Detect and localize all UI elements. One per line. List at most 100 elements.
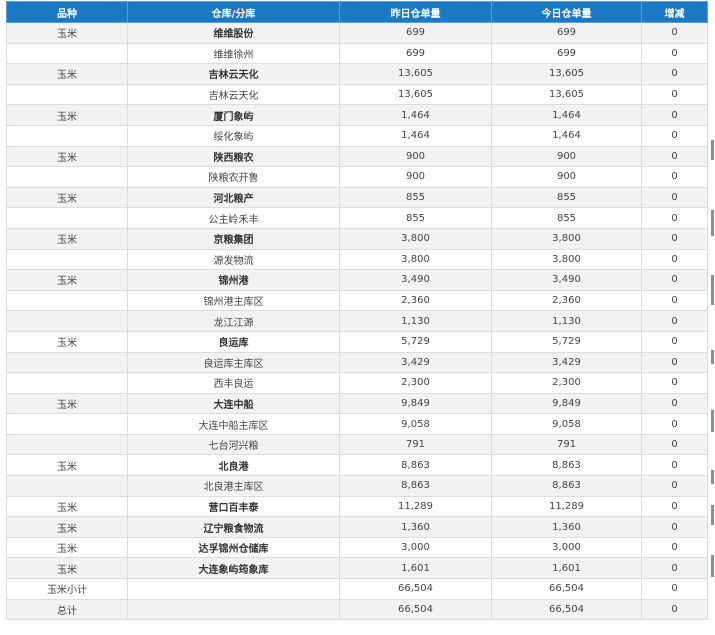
cell-today-receipts: 3,429	[492, 352, 642, 373]
cell-warehouse: 大连中船	[128, 393, 340, 414]
table-row: 龙江江源 1,130 1,130 0	[7, 311, 708, 332]
cell-change: 0	[642, 290, 708, 311]
table-row: 玉米 吉林云天化 13,605 13,605 0	[7, 64, 708, 85]
page-right-edge	[709, 0, 715, 635]
cell-change: 0	[642, 393, 708, 414]
cell-today-receipts: 13,605	[492, 84, 642, 105]
table-row: 陕粮农开鲁 900 900 0	[7, 167, 708, 188]
cell-yesterday-receipts: 900	[340, 146, 492, 167]
header-change: 增减	[642, 2, 708, 23]
cell-variety	[7, 414, 128, 435]
cell-change: 0	[642, 146, 708, 167]
cell-warehouse: 营口百丰泰	[128, 496, 340, 517]
cell-warehouse	[128, 599, 340, 620]
cell-today-receipts: 5,729	[492, 331, 642, 352]
cell-variety	[7, 290, 128, 311]
cell-today-receipts: 3,490	[492, 270, 642, 291]
cell-change: 0	[642, 105, 708, 126]
cell-change: 0	[642, 373, 708, 394]
cell-warehouse: 吉林云天化	[128, 64, 340, 85]
edge-marker	[711, 470, 714, 484]
cell-yesterday-receipts: 699	[340, 23, 492, 44]
cell-warehouse: 维维徐州	[128, 43, 340, 64]
table-row: 玉米小计 66,504 66,504 0	[7, 579, 708, 600]
cell-warehouse: 公主岭禾丰	[128, 208, 340, 229]
cell-today-receipts: 1,360	[492, 517, 642, 538]
table-row: 西丰良运 2,300 2,300 0	[7, 373, 708, 394]
cell-variety: 玉米	[7, 105, 128, 126]
cell-warehouse: 锦州港主库区	[128, 290, 340, 311]
cell-change: 0	[642, 64, 708, 85]
table-row: 玉米 维维股份 699 699 0	[7, 23, 708, 44]
cell-warehouse: 源发物流	[128, 249, 340, 270]
cell-change: 0	[642, 270, 708, 291]
cell-warehouse: 龙江江源	[128, 311, 340, 332]
cell-yesterday-receipts: 13,605	[340, 64, 492, 85]
cell-today-receipts: 11,289	[492, 496, 642, 517]
cell-warehouse: 西丰良运	[128, 373, 340, 394]
cell-yesterday-receipts: 900	[340, 167, 492, 188]
cell-variety: 玉米	[7, 455, 128, 476]
edge-marker	[711, 555, 714, 577]
cell-variety	[7, 167, 128, 188]
cell-today-receipts: 3,800	[492, 228, 642, 249]
cell-warehouse: 陕粮农开鲁	[128, 167, 340, 188]
cell-today-receipts: 8,863	[492, 455, 642, 476]
table-header-row: 品种 仓库/分库 昨日仓单量 今日仓单量 增减	[7, 2, 708, 23]
cell-today-receipts: 900	[492, 167, 642, 188]
cell-variety: 玉米	[7, 228, 128, 249]
cell-variety	[7, 373, 128, 394]
cell-yesterday-receipts: 66,504	[340, 599, 492, 620]
header-today-receipts: 今日仓单量	[492, 2, 642, 23]
table-row: 吉林云天化 13,605 13,605 0	[7, 84, 708, 105]
cell-warehouse	[128, 579, 340, 600]
cell-warehouse: 北良港	[128, 455, 340, 476]
cell-yesterday-receipts: 8,863	[340, 455, 492, 476]
cell-warehouse: 良运库	[128, 331, 340, 352]
cell-yesterday-receipts: 2,360	[340, 290, 492, 311]
cell-warehouse: 吉林云天化	[128, 84, 340, 105]
cell-today-receipts: 855	[492, 208, 642, 229]
cell-variety	[7, 311, 128, 332]
cell-variety: 玉米	[7, 393, 128, 414]
header-variety: 品种	[7, 2, 128, 23]
cell-today-receipts: 3,800	[492, 249, 642, 270]
cell-change: 0	[642, 558, 708, 579]
table-row: 玉米 陕西粮农 900 900 0	[7, 146, 708, 167]
cell-warehouse: 达孚锦州仓储库	[128, 537, 340, 558]
cell-yesterday-receipts: 3,429	[340, 352, 492, 373]
cell-warehouse: 七台河兴粮	[128, 434, 340, 455]
cell-variety	[7, 125, 128, 146]
cell-variety	[7, 84, 128, 105]
table-row: 玉米 厦门象屿 1,464 1,464 0	[7, 105, 708, 126]
cell-change: 0	[642, 208, 708, 229]
cell-yesterday-receipts: 1,464	[340, 125, 492, 146]
cell-variety: 玉米	[7, 331, 128, 352]
cell-warehouse: 维维股份	[128, 23, 340, 44]
table-row: 玉米 达孚锦州仓储库 3,000 3,000 0	[7, 537, 708, 558]
cell-change: 0	[642, 579, 708, 600]
cell-yesterday-receipts: 1,360	[340, 517, 492, 538]
table-row: 玉米 大连象屿筠象库 1,601 1,601 0	[7, 558, 708, 579]
cell-today-receipts: 9,849	[492, 393, 642, 414]
cell-variety	[7, 434, 128, 455]
cell-change: 0	[642, 476, 708, 497]
cell-yesterday-receipts: 3,000	[340, 537, 492, 558]
cell-variety: 玉米	[7, 496, 128, 517]
cell-yesterday-receipts: 699	[340, 43, 492, 64]
warehouse-receipt-table-container: 品种 仓库/分库 昨日仓单量 今日仓单量 增减 玉米 维维股份 699 699 0 维维徐…	[6, 1, 707, 620]
cell-variety: 玉米	[7, 537, 128, 558]
cell-yesterday-receipts: 8,863	[340, 476, 492, 497]
cell-today-receipts: 1,601	[492, 558, 642, 579]
cell-change: 0	[642, 228, 708, 249]
table-row: 玉米 大连中船 9,849 9,849 0	[7, 393, 708, 414]
cell-change: 0	[642, 43, 708, 64]
cell-warehouse: 良运库主库区	[128, 352, 340, 373]
cell-warehouse: 河北粮产	[128, 187, 340, 208]
cell-change: 0	[642, 84, 708, 105]
cell-today-receipts: 2,300	[492, 373, 642, 394]
cell-variety	[7, 476, 128, 497]
header-warehouse: 仓库/分库	[128, 2, 340, 23]
cell-yesterday-receipts: 1,130	[340, 311, 492, 332]
cell-variety	[7, 249, 128, 270]
